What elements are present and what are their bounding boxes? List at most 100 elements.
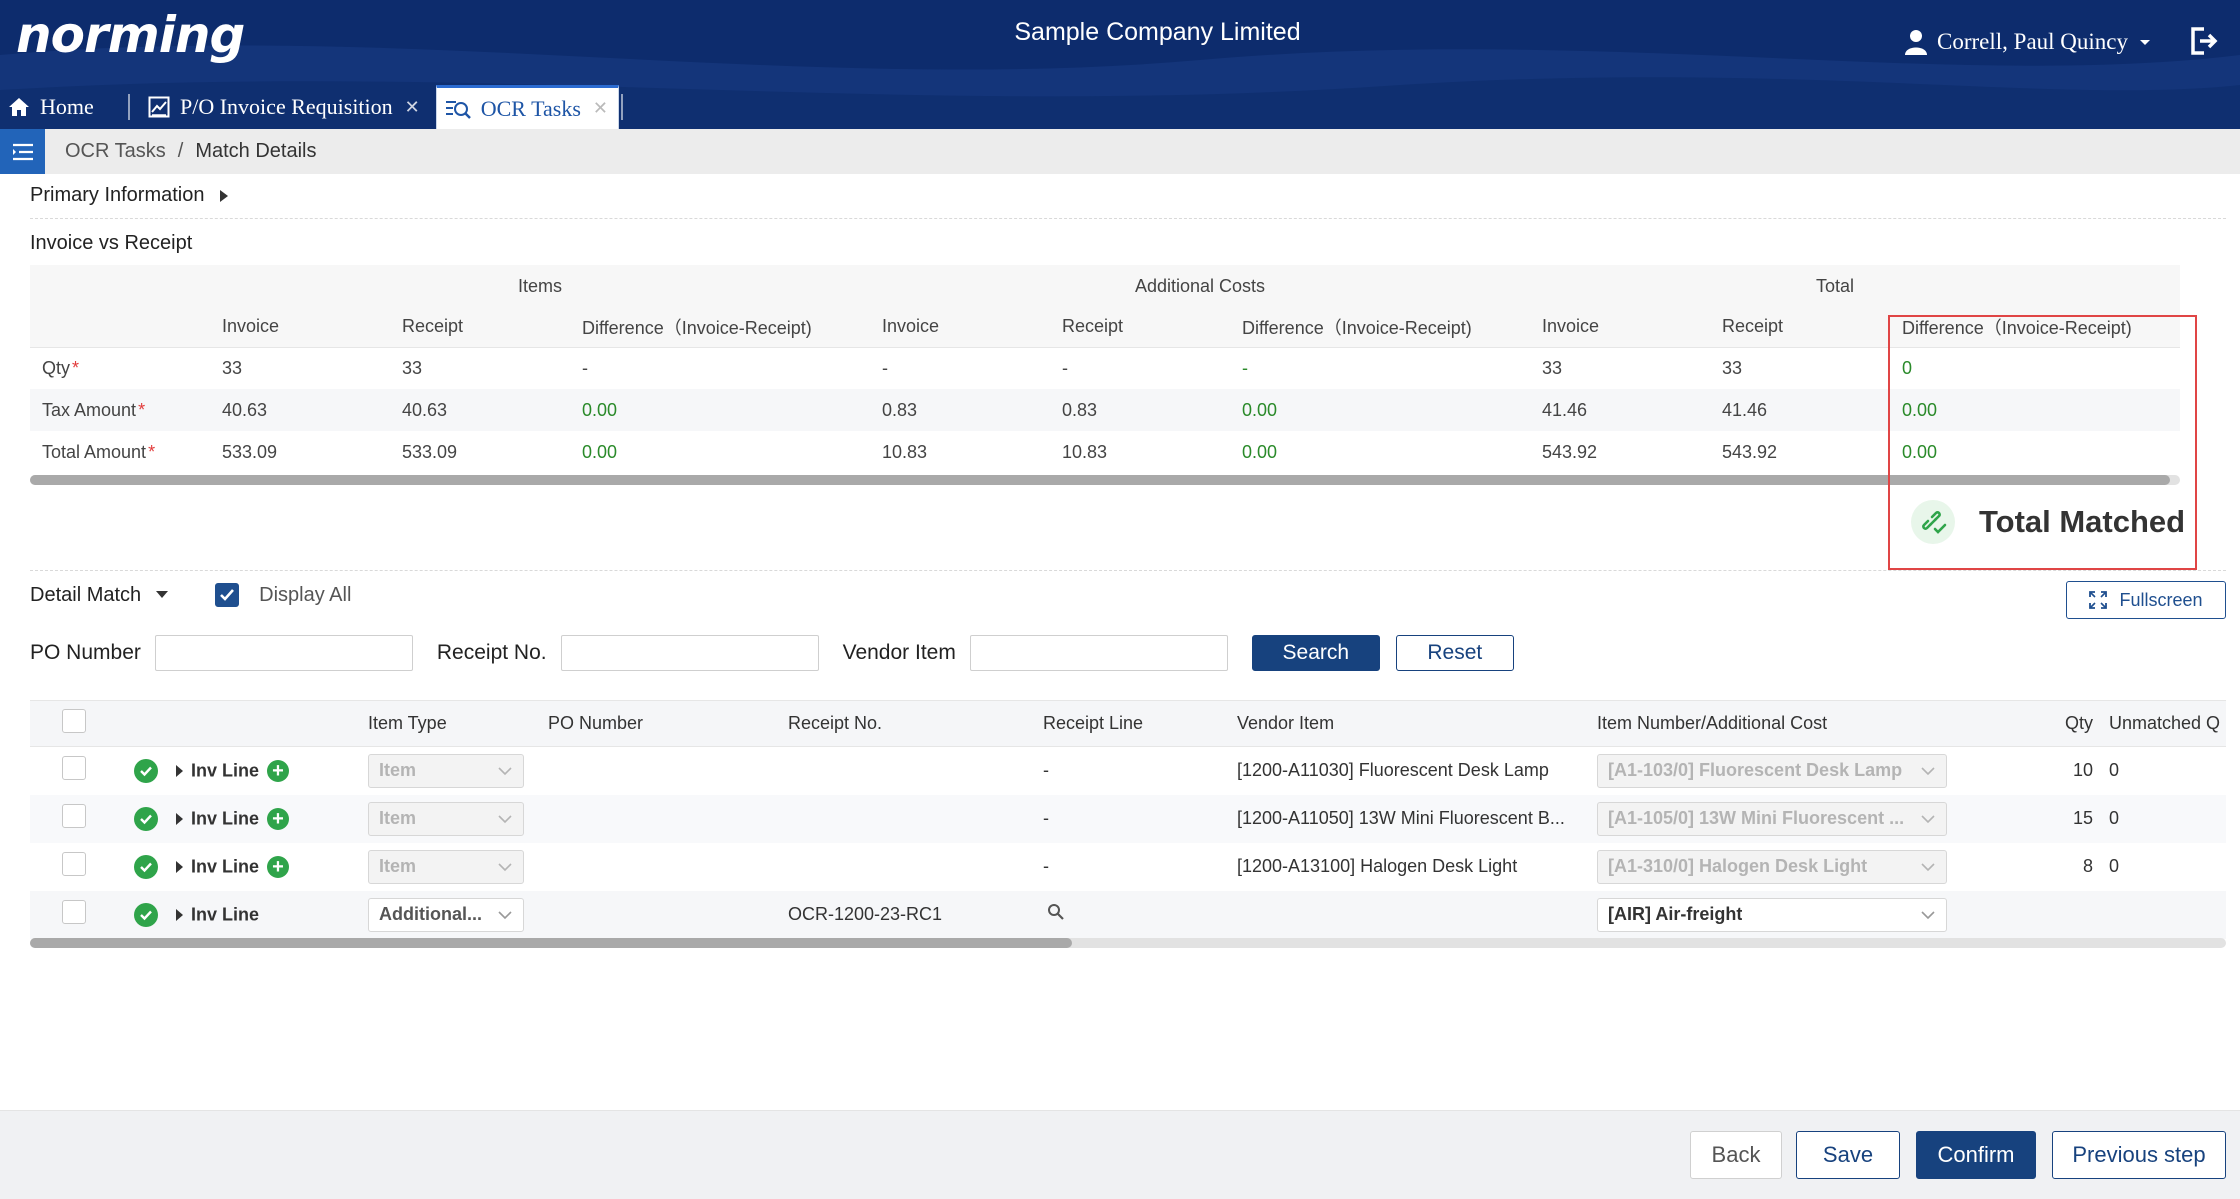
- reset-button[interactable]: Reset: [1395, 635, 1514, 671]
- user-menu[interactable]: Correll, Paul Quincy: [1905, 24, 2152, 60]
- tab-home[interactable]: Home: [0, 85, 120, 129]
- expand-row-icon[interactable]: [176, 860, 183, 873]
- scrollbar-thumb[interactable]: [30, 475, 2170, 485]
- po-number-cell: [540, 747, 780, 795]
- summary-table: Items Additional Costs Total Invoice Rec…: [30, 265, 2180, 473]
- tab-ocr-tasks[interactable]: OCR Tasks ✕: [435, 85, 619, 129]
- col-po-number: PO Number: [540, 700, 780, 747]
- item-number-select[interactable]: [AIR] Air-freight: [1597, 897, 1947, 932]
- col-costs-invoice: Invoice: [870, 307, 1050, 348]
- cell: 543.92: [1722, 441, 1778, 462]
- close-icon[interactable]: ✕: [592, 98, 608, 118]
- search-button[interactable]: Search: [1251, 635, 1380, 671]
- col-qty: Qty: [2009, 700, 2101, 747]
- cell: 0.00: [1890, 389, 2180, 431]
- matched-check-icon: [134, 758, 158, 783]
- detail-match-title[interactable]: Detail Match: [30, 583, 142, 606]
- row-checkbox[interactable]: [62, 804, 86, 828]
- col-items-invoice: Invoice: [210, 307, 390, 348]
- summary-table-container: Items Additional Costs Total Invoice Rec…: [30, 265, 2180, 485]
- display-all-checkbox[interactable]: [215, 583, 240, 607]
- row-line-cell: Inv Line +: [126, 843, 360, 891]
- caret-down-icon: [2140, 40, 2150, 45]
- display-all-label: Display All: [259, 583, 352, 606]
- table-row: Inv Line Additional... OCR-1200-23-RC1 […: [30, 890, 2226, 939]
- cell: 10.83: [882, 441, 928, 462]
- select-all-cell: [30, 700, 126, 747]
- close-icon[interactable]: ✕: [404, 96, 420, 117]
- inv-line-label[interactable]: Inv Line: [191, 856, 260, 876]
- chevron-down-icon: [498, 910, 512, 919]
- qty-cell: 10: [2072, 760, 2093, 781]
- primary-information-toggle[interactable]: Primary Information: [30, 184, 229, 207]
- row-checkbox[interactable]: [62, 756, 86, 781]
- cell: 0.83: [1050, 389, 1230, 431]
- chevron-down-icon: [1921, 862, 1935, 871]
- inv-line-label[interactable]: Inv Line: [191, 904, 260, 924]
- add-line-icon[interactable]: +: [267, 759, 290, 782]
- cell: 33: [1722, 357, 1743, 378]
- add-line-icon[interactable]: +: [267, 807, 290, 830]
- cell: -: [882, 357, 888, 378]
- inv-line-label[interactable]: Inv Line: [191, 808, 260, 828]
- summary-horizontal-scrollbar[interactable]: [30, 475, 2180, 485]
- scrollbar-thumb[interactable]: [30, 938, 1072, 948]
- col-total-invoice: Invoice: [1530, 307, 1710, 348]
- unmatched-qty-cell: 0: [2101, 794, 2226, 843]
- caret-down-icon[interactable]: [155, 590, 169, 600]
- breadcrumb-parent[interactable]: OCR Tasks: [65, 140, 166, 162]
- confirm-button[interactable]: Confirm: [1916, 1131, 2036, 1179]
- tab-separator: [128, 94, 130, 120]
- back-button[interactable]: Back: [1690, 1131, 1782, 1179]
- previous-step-button[interactable]: Previous step: [2052, 1131, 2226, 1179]
- fullscreen-button[interactable]: Fullscreen: [2066, 581, 2226, 619]
- item-type-cell: Item: [360, 843, 540, 891]
- cell: 0.83: [870, 389, 1050, 431]
- item-number-cell: [AIR] Air-freight: [1589, 890, 2009, 939]
- receipt-line-cell: -: [1043, 760, 1049, 781]
- chevron-down-icon: [498, 767, 512, 775]
- required-marker: *: [148, 441, 156, 462]
- col-items-difference: Difference（Invoice-Receipt): [570, 307, 870, 348]
- grid-header-row: Item Type PO Number Receipt No. Receipt …: [30, 700, 2226, 747]
- row-checkbox[interactable]: [62, 852, 86, 876]
- expand-row-icon[interactable]: [176, 908, 183, 921]
- vendor-item-input[interactable]: [969, 635, 1228, 671]
- tab-ocr-tasks-label: OCR Tasks: [480, 95, 581, 121]
- cell: 0.00: [582, 441, 618, 462]
- qty-cell: 8: [2082, 856, 2093, 876]
- cell: 543.92: [1542, 441, 1598, 462]
- cell: 0.00: [1242, 441, 1278, 462]
- search-icon[interactable]: [1047, 903, 1065, 921]
- inv-line-label[interactable]: Inv Line: [191, 760, 260, 781]
- cell: 0.00: [570, 389, 870, 431]
- chevron-down-icon: [498, 862, 512, 871]
- expand-row-icon[interactable]: [176, 764, 183, 777]
- row-label: Qty *: [42, 357, 80, 378]
- tab-po-invoice-requisition[interactable]: P/O Invoice Requisition ✕: [138, 85, 430, 129]
- grid-horizontal-scrollbar[interactable]: [30, 938, 2226, 948]
- group-items: Items: [210, 265, 870, 307]
- menu-toggle-button[interactable]: [0, 129, 45, 174]
- logout-icon[interactable]: [2188, 26, 2218, 56]
- select-all-checkbox[interactable]: [62, 709, 86, 733]
- receipt-line-cell: -: [1043, 856, 1049, 876]
- breadcrumb-separator: /: [177, 140, 184, 162]
- cell: 40.63: [210, 389, 390, 431]
- save-button[interactable]: Save: [1796, 1131, 1900, 1179]
- cell: 40.63: [390, 389, 570, 431]
- item-number-select: [A1-310/0] Halogen Desk Light: [1597, 849, 1947, 884]
- po-number-cell: [540, 843, 780, 891]
- row-checkbox[interactable]: [62, 900, 86, 924]
- add-line-icon[interactable]: +: [267, 855, 290, 878]
- item-type-select[interactable]: Additional...: [368, 897, 524, 932]
- receipt-no-cell: OCR-1200-23-RC1: [780, 890, 1035, 939]
- chevron-down-icon: [1921, 910, 1935, 919]
- expand-icon: [2089, 591, 2108, 609]
- expand-row-icon[interactable]: [176, 812, 183, 825]
- row-label: Tax Amount *: [30, 389, 210, 431]
- receipt-no-input[interactable]: [560, 635, 819, 671]
- row-select-cell: [30, 794, 126, 843]
- po-number-input[interactable]: [154, 635, 413, 671]
- po-number-label: PO Number: [30, 641, 141, 664]
